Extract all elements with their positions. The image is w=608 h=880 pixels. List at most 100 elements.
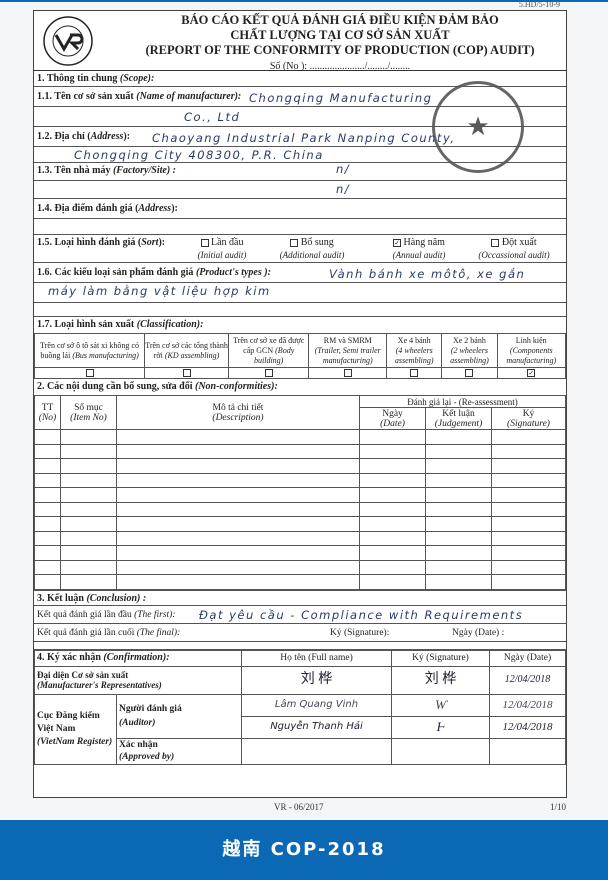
- table-cell: [491, 458, 566, 474]
- table-cell: [359, 545, 426, 561]
- table-cell: [34, 487, 61, 503]
- col-signature: Ký (Signature): [491, 407, 566, 430]
- table-cell: [491, 545, 566, 561]
- table-cell: [359, 530, 426, 546]
- table-cell: [60, 501, 117, 517]
- table-cell: [116, 559, 360, 575]
- col-full-name: Họ tên (Full name): [240, 649, 393, 667]
- table-cell: [34, 501, 61, 517]
- checkbox[interactable]: [410, 369, 419, 378]
- title-line-3: (REPORT OF THE CONFORMITY OF PRODUCTION …: [145, 43, 535, 57]
- table-row: [34, 545, 566, 561]
- col-no: TT (No): [34, 395, 61, 430]
- class-bus: Trên cơ sở ô tô sát xi không có buồng lá…: [33, 333, 146, 368]
- signature: 刘 桦: [391, 665, 490, 695]
- checkbox[interactable]: [85, 369, 94, 378]
- table-cell: [60, 530, 117, 546]
- field-classification: 1.7. Loại hình sản xuất (Classification)…: [37, 319, 204, 330]
- field-audit-address-cont: [34, 219, 566, 235]
- table-cell: [359, 429, 426, 445]
- col-judgement: Kết luận (Judgement): [425, 407, 492, 430]
- table-cell: [116, 443, 360, 459]
- sort-additional[interactable]: Bổ sung (Additional audit): [279, 237, 345, 260]
- table-cell: [116, 530, 360, 546]
- table-cell: [491, 472, 566, 488]
- table-cell: [425, 429, 492, 445]
- table-cell: [425, 443, 492, 459]
- signature: Ⱶ: [391, 715, 490, 739]
- table-cell: [116, 472, 360, 488]
- table-cell: [116, 545, 360, 561]
- top-accent-bar: [0, 0, 608, 2]
- table-row: [34, 472, 566, 488]
- checkbox[interactable]: [264, 369, 273, 378]
- table-cell: [491, 574, 566, 590]
- title-line-1: BÁO CÁO KẾT QUẢ ĐÁNH GIÁ ĐIỀU KIỆN ĐẢM B…: [181, 13, 499, 27]
- checkbox[interactable]: [182, 369, 191, 378]
- table-cell: [60, 516, 117, 532]
- table-cell: [359, 501, 426, 517]
- table-cell: [425, 472, 492, 488]
- sort-occasional[interactable]: Đột xuất (Occassional audit): [478, 237, 550, 260]
- table-cell: [425, 530, 492, 546]
- table-cell: [359, 559, 426, 575]
- sort-annual[interactable]: ✓ Hàng năm (Annual audit): [392, 237, 446, 260]
- report-title: BÁO CÁO KẾT QUẢ ĐÁNH GIÁ ĐIỀU KIỆN ĐẢM B…: [114, 13, 566, 74]
- field-audit-address: 1.4. Địa điểm đánh giá (Address):: [34, 199, 566, 219]
- checkbox[interactable]: [343, 369, 352, 378]
- table-row: [34, 458, 566, 474]
- vietnam-register-logo: [43, 16, 93, 66]
- table-cell: [34, 545, 61, 561]
- table-cell: [34, 530, 61, 546]
- table-cell: [359, 487, 426, 503]
- sort-initial[interactable]: Lần đầu (Initial audit): [197, 237, 247, 260]
- bottom-banner: 越南 COP-2018: [0, 820, 608, 880]
- table-cell: [116, 574, 360, 590]
- table-cell: [34, 429, 61, 445]
- cop-report-document: BÁO CÁO KẾT QUẢ ĐÁNH GIÁ ĐIỀU KIỆN ĐẢM B…: [33, 10, 567, 798]
- table-cell: [359, 516, 426, 532]
- section-2-title: 2. Các nội dung cần bổ sung, sửa đổi (No…: [37, 381, 278, 392]
- form-code: VR - 06/2017: [274, 802, 324, 812]
- table-row: [34, 530, 566, 546]
- table-cell: [116, 516, 360, 532]
- class-trailer: RM và SMRM (Trailer, Semi trailer manufac…: [308, 333, 388, 368]
- table-cell: [60, 458, 117, 474]
- conclusion-first: Kết quả đánh giá lần đầu (The first): Đạt…: [34, 606, 566, 624]
- table-row: [34, 429, 566, 445]
- table-cell: [491, 530, 566, 546]
- col-reassessment: Đánh giá lại - (Re-assessment): [359, 395, 566, 408]
- table-row: [34, 501, 566, 517]
- table-cell: [60, 559, 117, 575]
- checkbox-checked[interactable]: ✓: [527, 369, 536, 378]
- table-cell: [425, 516, 492, 532]
- field-factory: 1.3. Tên nhà máy (Factory/Site) : n/: [34, 162, 566, 181]
- checkbox[interactable]: [465, 369, 474, 378]
- table-cell: [491, 501, 566, 517]
- checkbox-checked[interactable]: ✓: [393, 238, 402, 247]
- checkbox[interactable]: [200, 238, 209, 247]
- table-cell: [116, 429, 360, 445]
- table-cell: [116, 487, 360, 503]
- table-row: [34, 516, 566, 532]
- table-cell: [116, 458, 360, 474]
- field-product-types-blank: [34, 303, 566, 317]
- table-row: [34, 487, 566, 503]
- conclusion-blank: [34, 642, 566, 650]
- col-item-no: Số mục (Item No): [60, 395, 117, 430]
- checkbox[interactable]: [290, 238, 299, 247]
- checkbox[interactable]: [491, 238, 500, 247]
- table-cell: [359, 574, 426, 590]
- table-cell: [60, 472, 117, 488]
- report-number: Số (No ): ....................../.......…: [269, 61, 411, 72]
- table-cell: [359, 458, 426, 474]
- table-cell: [60, 487, 117, 503]
- confirmation-table: 4. Ký xác nhận (Confirmation): Họ tên (F…: [34, 649, 566, 765]
- table-cell: [34, 443, 61, 459]
- signature: Ⱳ: [391, 693, 490, 717]
- table-cell: [34, 516, 61, 532]
- table-cell: [425, 574, 492, 590]
- field-address: 1.2. Địa chỉ (Address): Chaoyang Industri…: [34, 127, 566, 147]
- table-cell: [491, 516, 566, 532]
- table-cell: [491, 559, 566, 575]
